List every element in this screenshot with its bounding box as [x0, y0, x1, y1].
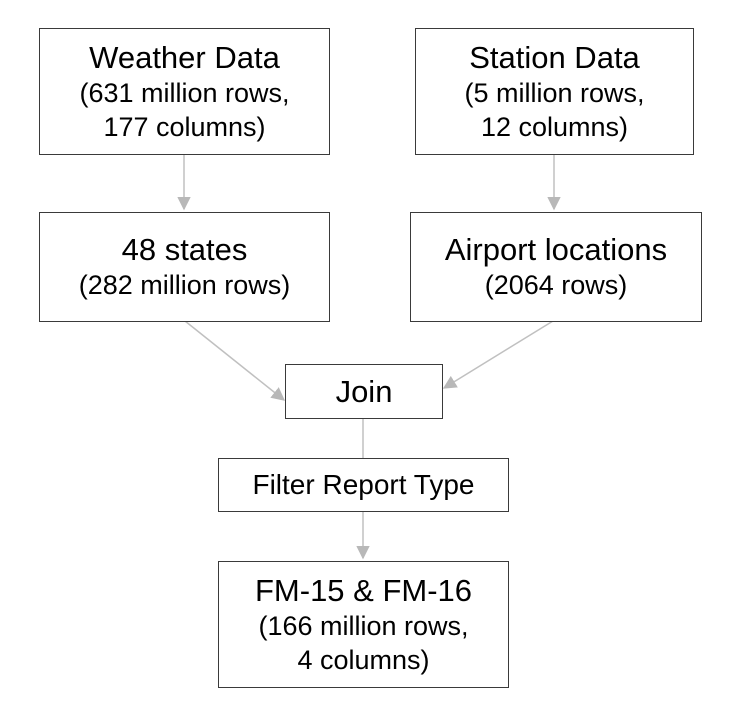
weather-data-columns: 177 columns)	[103, 111, 266, 142]
fm-title: FM-15 & FM-16	[254, 572, 473, 608]
fm-box: FM-15 & FM-16 (166 million rows, 4 colum…	[218, 561, 509, 688]
airport-locations-box: Airport locations (2064 rows)	[410, 212, 702, 322]
airport-locations-rows: (2064 rows)	[484, 270, 628, 300]
fm-rows: (166 million rows,	[258, 610, 469, 641]
weather-data-title: Weather Data	[89, 39, 280, 75]
states-rows: (282 million rows)	[78, 270, 291, 300]
airport-locations-title: Airport locations	[444, 232, 668, 267]
station-data-title: Station Data	[469, 39, 640, 75]
station-data-box: Station Data (5 million rows, 12 columns…	[415, 28, 694, 155]
filter-report-type-title: Filter Report Type	[252, 469, 475, 500]
station-data-columns: 12 columns)	[480, 111, 629, 142]
join-box: Join	[285, 364, 443, 419]
weather-data-box: Weather Data (631 million rows, 177 colu…	[39, 28, 330, 155]
join-title: Join	[335, 373, 393, 409]
station-data-rows: (5 million rows,	[464, 77, 645, 108]
fm-columns: 4 columns)	[297, 644, 430, 675]
arrow-airport-to-join	[442, 320, 554, 389]
arrow-states-to-join	[184, 320, 286, 401]
states-box: 48 states (282 million rows)	[39, 212, 330, 322]
weather-data-rows: (631 million rows,	[79, 77, 290, 108]
filter-report-type-box: Filter Report Type	[218, 458, 509, 512]
states-title: 48 states	[121, 232, 248, 267]
